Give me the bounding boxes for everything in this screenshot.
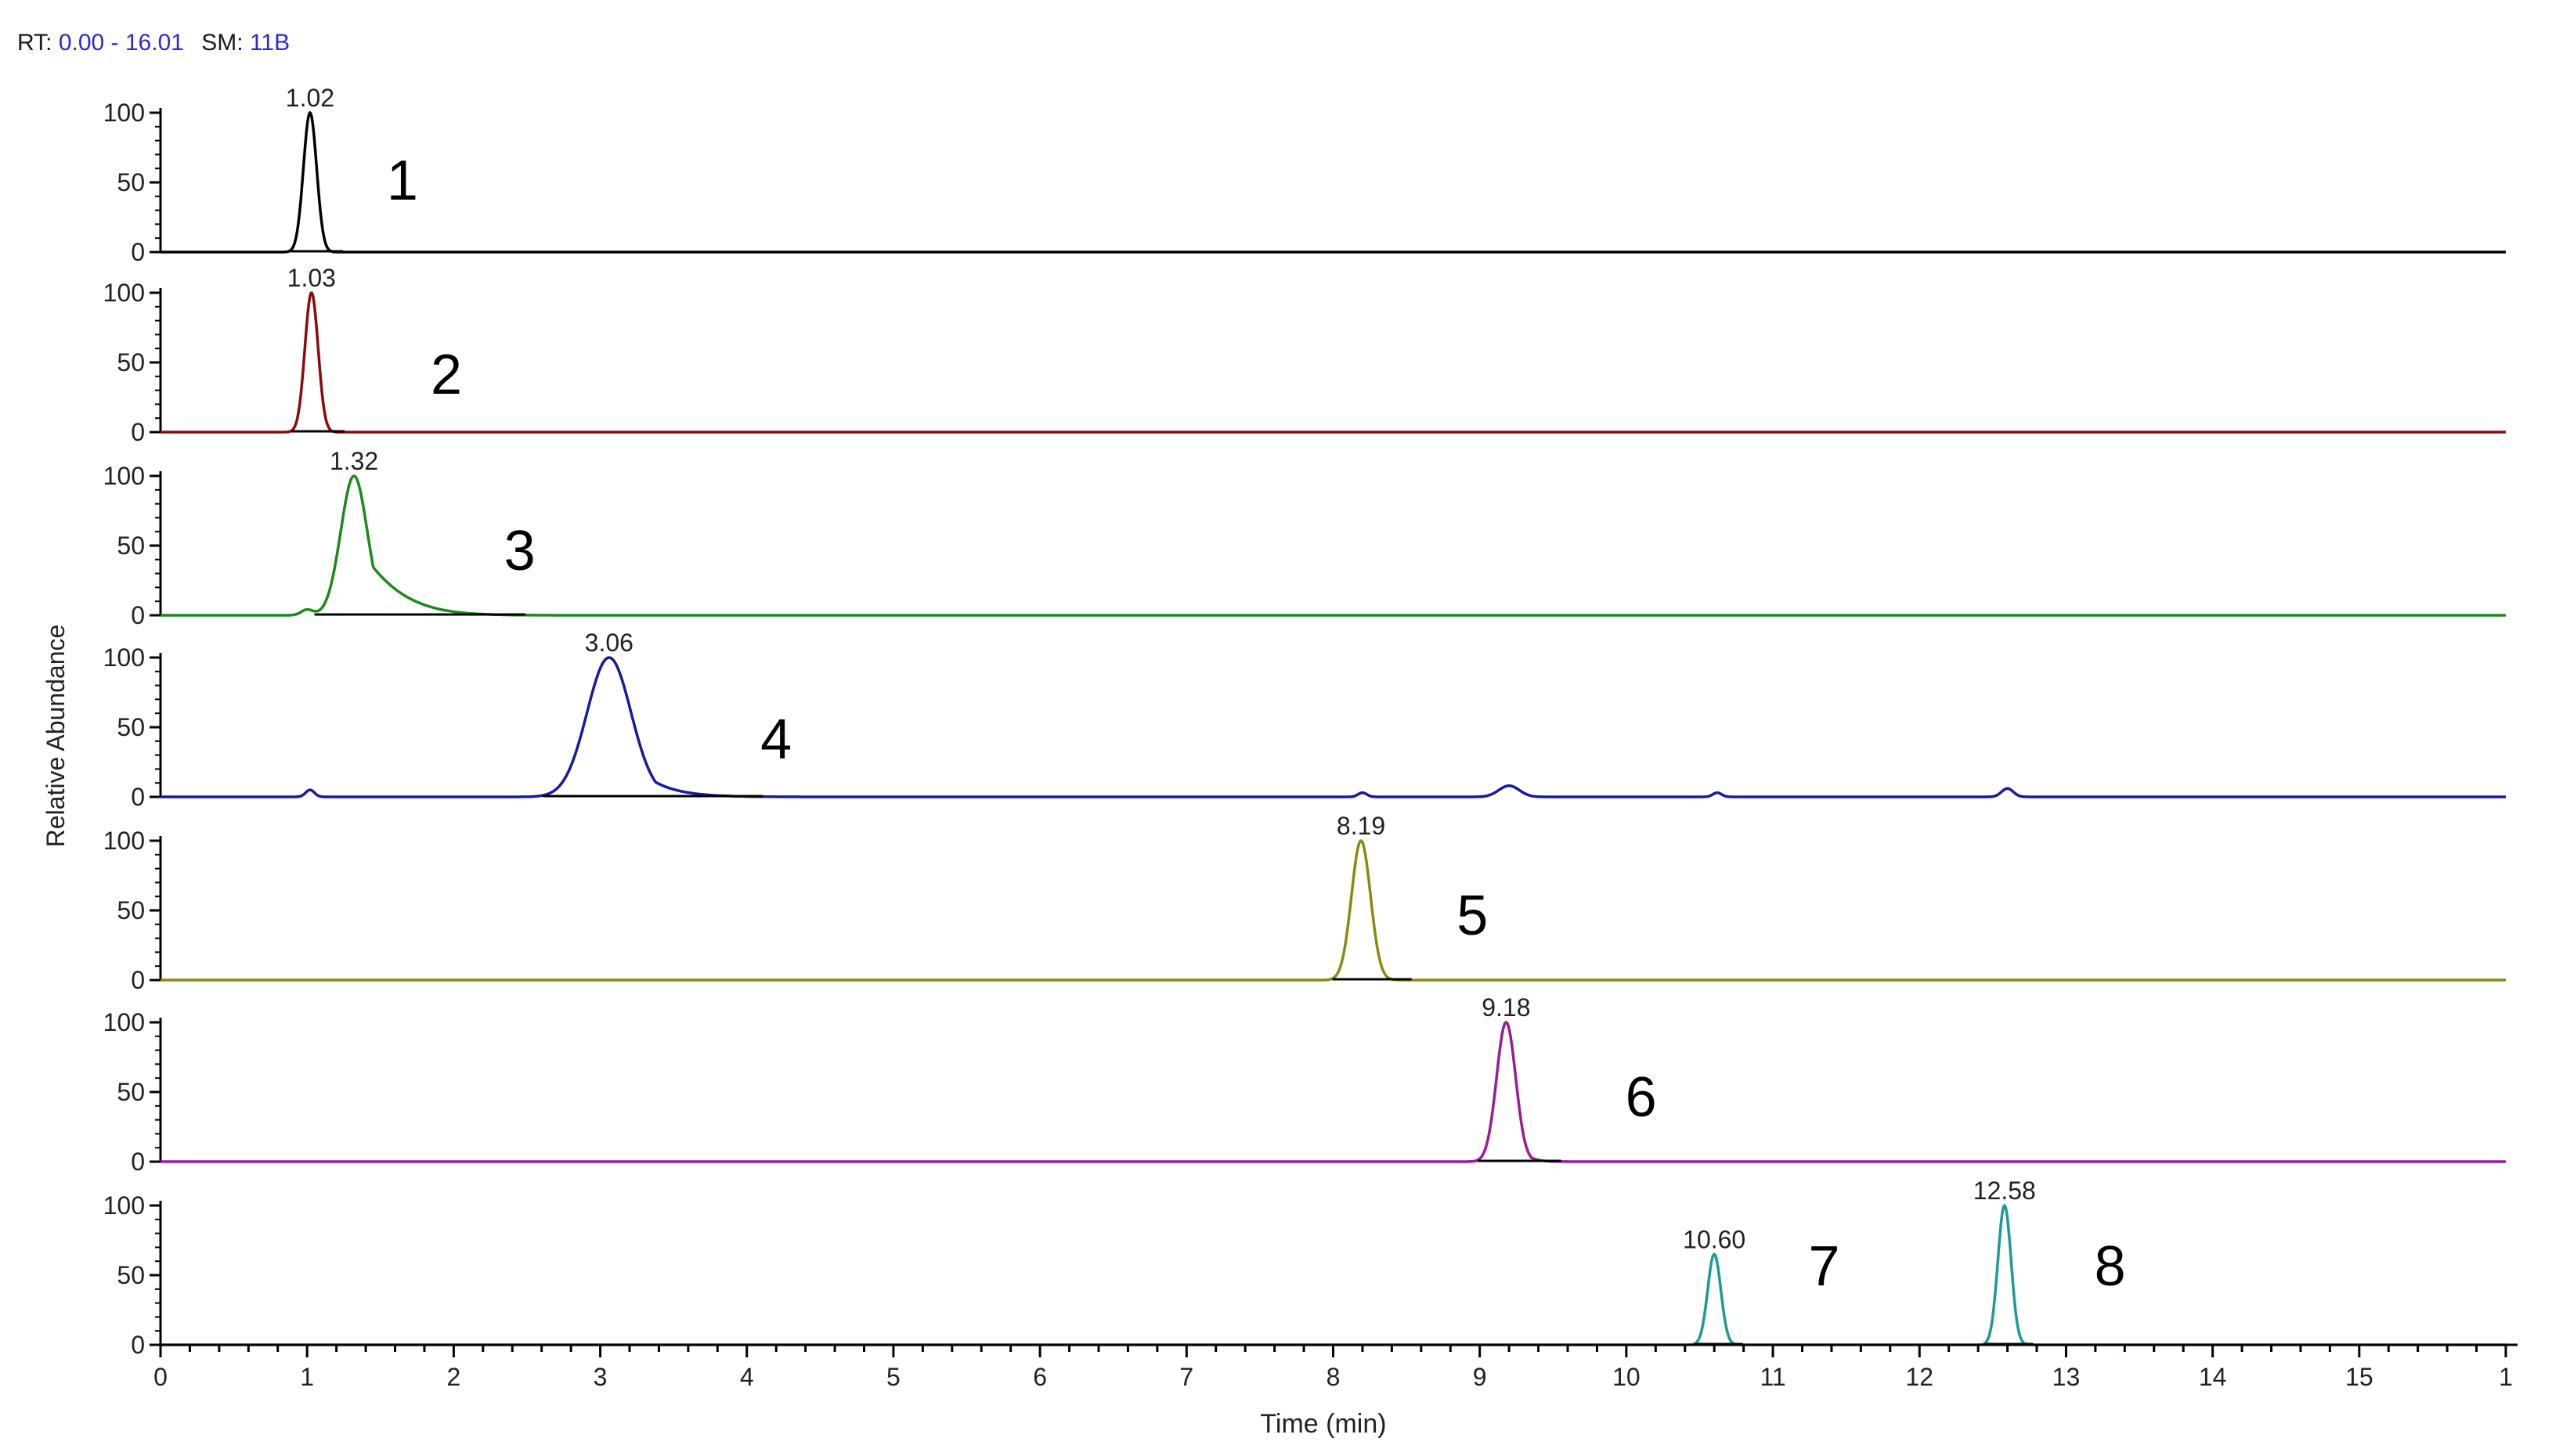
y-tick-label-0-panel-7: 0 [131,1331,145,1359]
trace-panel-6 [161,1021,2506,1163]
x-tick-label-11: 11 [1760,1363,1785,1391]
x-tick-label-0: 0 [153,1363,168,1391]
y-tick-label-50-panel-6: 50 [117,1078,145,1106]
trace-panel-3 [161,474,2506,617]
x-tick-label-12: 12 [1905,1363,1933,1391]
trace-panel-4 [161,656,2506,798]
y-tick-label-50-panel-4: 50 [117,713,145,741]
x-axis-title: Time (min) [1260,1409,1386,1439]
trace-panel-1 [161,110,2506,254]
y-tick-label-50-panel-2: 50 [117,348,145,377]
peak-rt-label-12.58: 12.58 [1973,1177,2036,1205]
x-tick-label-6: 6 [1033,1363,1047,1391]
x-tick-label-7: 7 [1179,1363,1193,1391]
x-tick-label-8: 8 [1327,1363,1341,1391]
x-tick-label-1: 1 [300,1363,314,1391]
peak-rt-label-9.18: 9.18 [1482,993,1530,1022]
y-tick-label-100-panel-6: 100 [103,1008,145,1036]
y-tick-label-50-panel-3: 50 [117,532,145,560]
compound-number-8: 8 [2095,1235,2126,1298]
x-tick-label-10: 10 [1612,1363,1641,1391]
sm-label: SM: [201,30,244,56]
y-tick-label-0-panel-6: 0 [131,1148,145,1176]
y-tick-label-0-panel-5: 0 [131,966,145,994]
y-tick-label-0-panel-3: 0 [131,601,145,629]
sm-value: 11B [249,30,291,56]
compound-number-2: 2 [431,344,462,406]
compound-number-1: 1 [387,150,418,212]
y-tick-label-0-panel-1: 0 [131,238,145,266]
x-tick-label-2: 2 [446,1363,460,1391]
y-tick-label-100-panel-2: 100 [103,279,145,307]
y-tick-label-50-panel-7: 50 [117,1261,145,1289]
compound-number-6: 6 [1626,1066,1657,1129]
rt-label: RT: [17,30,52,56]
y-tick-label-100-panel-1: 100 [103,99,145,127]
y-tick-label-0-panel-2: 0 [131,418,145,446]
y-axis-title: Relative Abundance [42,625,70,848]
x-tick-label-3: 3 [594,1363,608,1391]
x-tick-label-5: 5 [886,1363,901,1391]
x-tick-label-14: 14 [2199,1363,2227,1391]
y-tick-label-100-panel-3: 100 [103,462,145,490]
y-tick-label-50-panel-1: 50 [117,168,145,196]
trace-panel-5 [161,839,2506,982]
y-tick-label-100-panel-5: 100 [103,827,145,855]
chart-header: RT: 0.00 - 16.01 SM: 11B [17,30,290,56]
trace-panel-7 [161,1203,2506,1346]
y-tick-label-100-panel-4: 100 [103,643,145,672]
y-tick-label-100-panel-7: 100 [103,1191,145,1220]
compound-number-5: 5 [1456,885,1488,947]
peak-rt-label-1.02: 1.02 [286,84,334,112]
compound-number-4: 4 [760,708,792,771]
x-tick-label-13: 13 [2052,1363,2081,1391]
peak-rt-label-8.19: 8.19 [1337,812,1385,840]
x-tick-label-9: 9 [1473,1363,1487,1391]
compound-number-7: 7 [1809,1235,1840,1298]
peak-rt-label-10.60: 10.60 [1683,1225,1745,1253]
rt-range: 0.00 - 16.01 [58,30,184,56]
x-tick-label-15: 15 [2345,1363,2373,1391]
y-tick-label-50-panel-5: 50 [117,896,145,924]
compound-number-3: 3 [504,520,536,582]
x-tick-label-4: 4 [740,1363,754,1391]
peak-rt-label-1.32: 1.32 [330,447,378,475]
x-tick-label-16: 1 [2499,1363,2513,1391]
peak-rt-label-1.03: 1.03 [287,264,336,292]
trace-panel-2 [161,291,2506,434]
y-tick-label-0-panel-4: 0 [131,783,145,811]
peak-rt-label-3.06: 3.06 [585,629,633,657]
